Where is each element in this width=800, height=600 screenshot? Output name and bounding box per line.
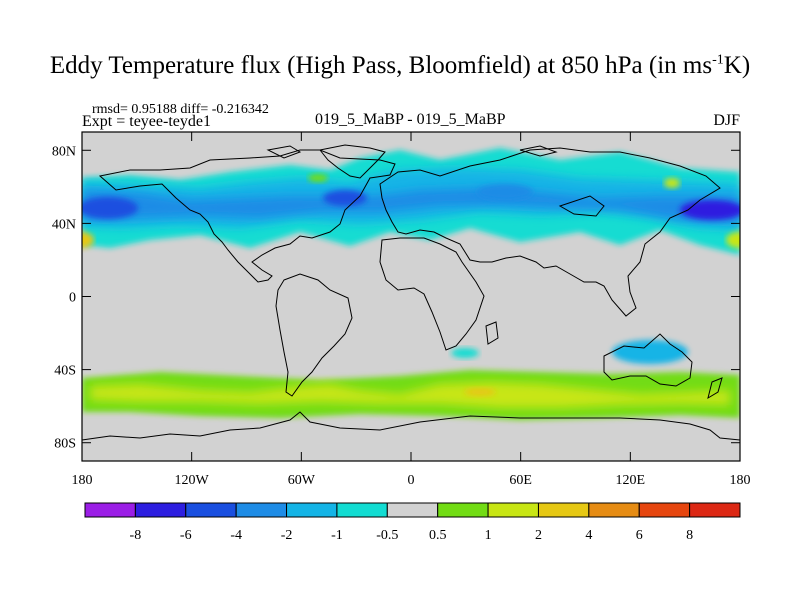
- nh-positive-spot-1: [308, 174, 328, 182]
- chart-title: Eddy Temperature flux (High Pass, Bloomf…: [49, 52, 751, 79]
- coast-africa: [379, 237, 485, 351]
- australia-negative-patch: [612, 340, 688, 364]
- colorbar-label: 1: [485, 528, 492, 543]
- colorbar-label: -8: [130, 528, 142, 543]
- colorbar-label: -0.5: [376, 528, 398, 543]
- nh-positive-spot-3: [726, 232, 740, 248]
- coast-arctic-islands: [266, 145, 605, 217]
- coast-greenland: [319, 144, 386, 179]
- colorbar-label: -6: [180, 528, 192, 543]
- colorbar-box: [487, 502, 539, 518]
- y-axis: 80N 40N 0 40S 80S: [52, 144, 740, 452]
- colorbar-box: [537, 502, 590, 518]
- atlantic-core: [323, 190, 367, 206]
- pacific-core-west: [82, 197, 138, 219]
- x-tick-label: 0: [408, 473, 415, 488]
- colorbar-box: [235, 502, 288, 518]
- colorbar-label: 8: [686, 528, 693, 543]
- coast-antarctica: [81, 411, 741, 441]
- coastlines: [81, 144, 741, 441]
- run-label: 019_5_MaBP - 019_5_MaBP: [315, 111, 506, 128]
- coast-north-america: [98, 149, 396, 283]
- colorbar-box: [84, 502, 136, 518]
- asia-core: [477, 184, 533, 200]
- sh-band-yellow-green: [90, 382, 730, 408]
- nh-band-mid-blue: [82, 188, 740, 222]
- colorbar-label: 6: [636, 528, 643, 543]
- colorbar-box: [386, 502, 439, 518]
- experiment-label: Expt = teyee-teyde1: [82, 113, 211, 130]
- colorbar-box: [286, 502, 338, 518]
- colorbar-box: [638, 502, 691, 518]
- coast-new-zealand: [707, 377, 723, 400]
- colorbar-box: [689, 502, 741, 518]
- x-tick-label: 120W: [175, 473, 210, 488]
- coast-madagascar: [485, 321, 499, 345]
- y-tick-label: 80S: [54, 437, 76, 452]
- x-tick-label: 180: [730, 473, 751, 488]
- x-tick-label: 180: [72, 473, 93, 488]
- colorbar-label: 4: [585, 528, 592, 543]
- colorbar-box: [336, 502, 388, 518]
- nh-positive-spot-2: [82, 232, 94, 248]
- coast-south-america: [275, 273, 353, 397]
- nh-positive-spot-4: [664, 178, 680, 188]
- y-tick-label: 40N: [52, 217, 76, 232]
- colorbar-label: 0.5: [429, 528, 447, 543]
- y-tick-label: 80N: [52, 144, 76, 159]
- x-tick-label: 120E: [616, 473, 646, 488]
- sh-max: [464, 388, 496, 396]
- colorbar-box: [134, 502, 187, 518]
- coast-europe-asia: [379, 147, 721, 317]
- colorbar-label: 2: [535, 528, 542, 543]
- x-tick-label: 60E: [509, 473, 532, 488]
- colorbar: -8 -6 -4 -2 -1 -0.5 0.5 1 2 4 6 8: [84, 502, 741, 543]
- y-tick-label: 0: [69, 291, 76, 306]
- colorbar-label: -4: [230, 528, 242, 543]
- colorbar-label: -1: [331, 528, 343, 543]
- pacific-core-east: [680, 200, 740, 220]
- colorbar-box: [437, 502, 489, 518]
- field-layer: [82, 148, 740, 420]
- x-tick-label: 60W: [288, 473, 316, 488]
- stats-label: rmsd= 0.95188 diff= -0.216342: [92, 102, 269, 117]
- colorbar-box: [185, 502, 237, 518]
- y-tick-label: 40S: [54, 364, 76, 379]
- colorbar-box: [588, 502, 640, 518]
- colorbar-label: -2: [281, 528, 293, 543]
- coast-australia: [603, 333, 693, 387]
- x-axis: 180 120W 60W 0 60E 120E 180: [72, 132, 751, 488]
- madagascar-negative-patch: [451, 348, 479, 358]
- season-label: DJF: [713, 112, 740, 129]
